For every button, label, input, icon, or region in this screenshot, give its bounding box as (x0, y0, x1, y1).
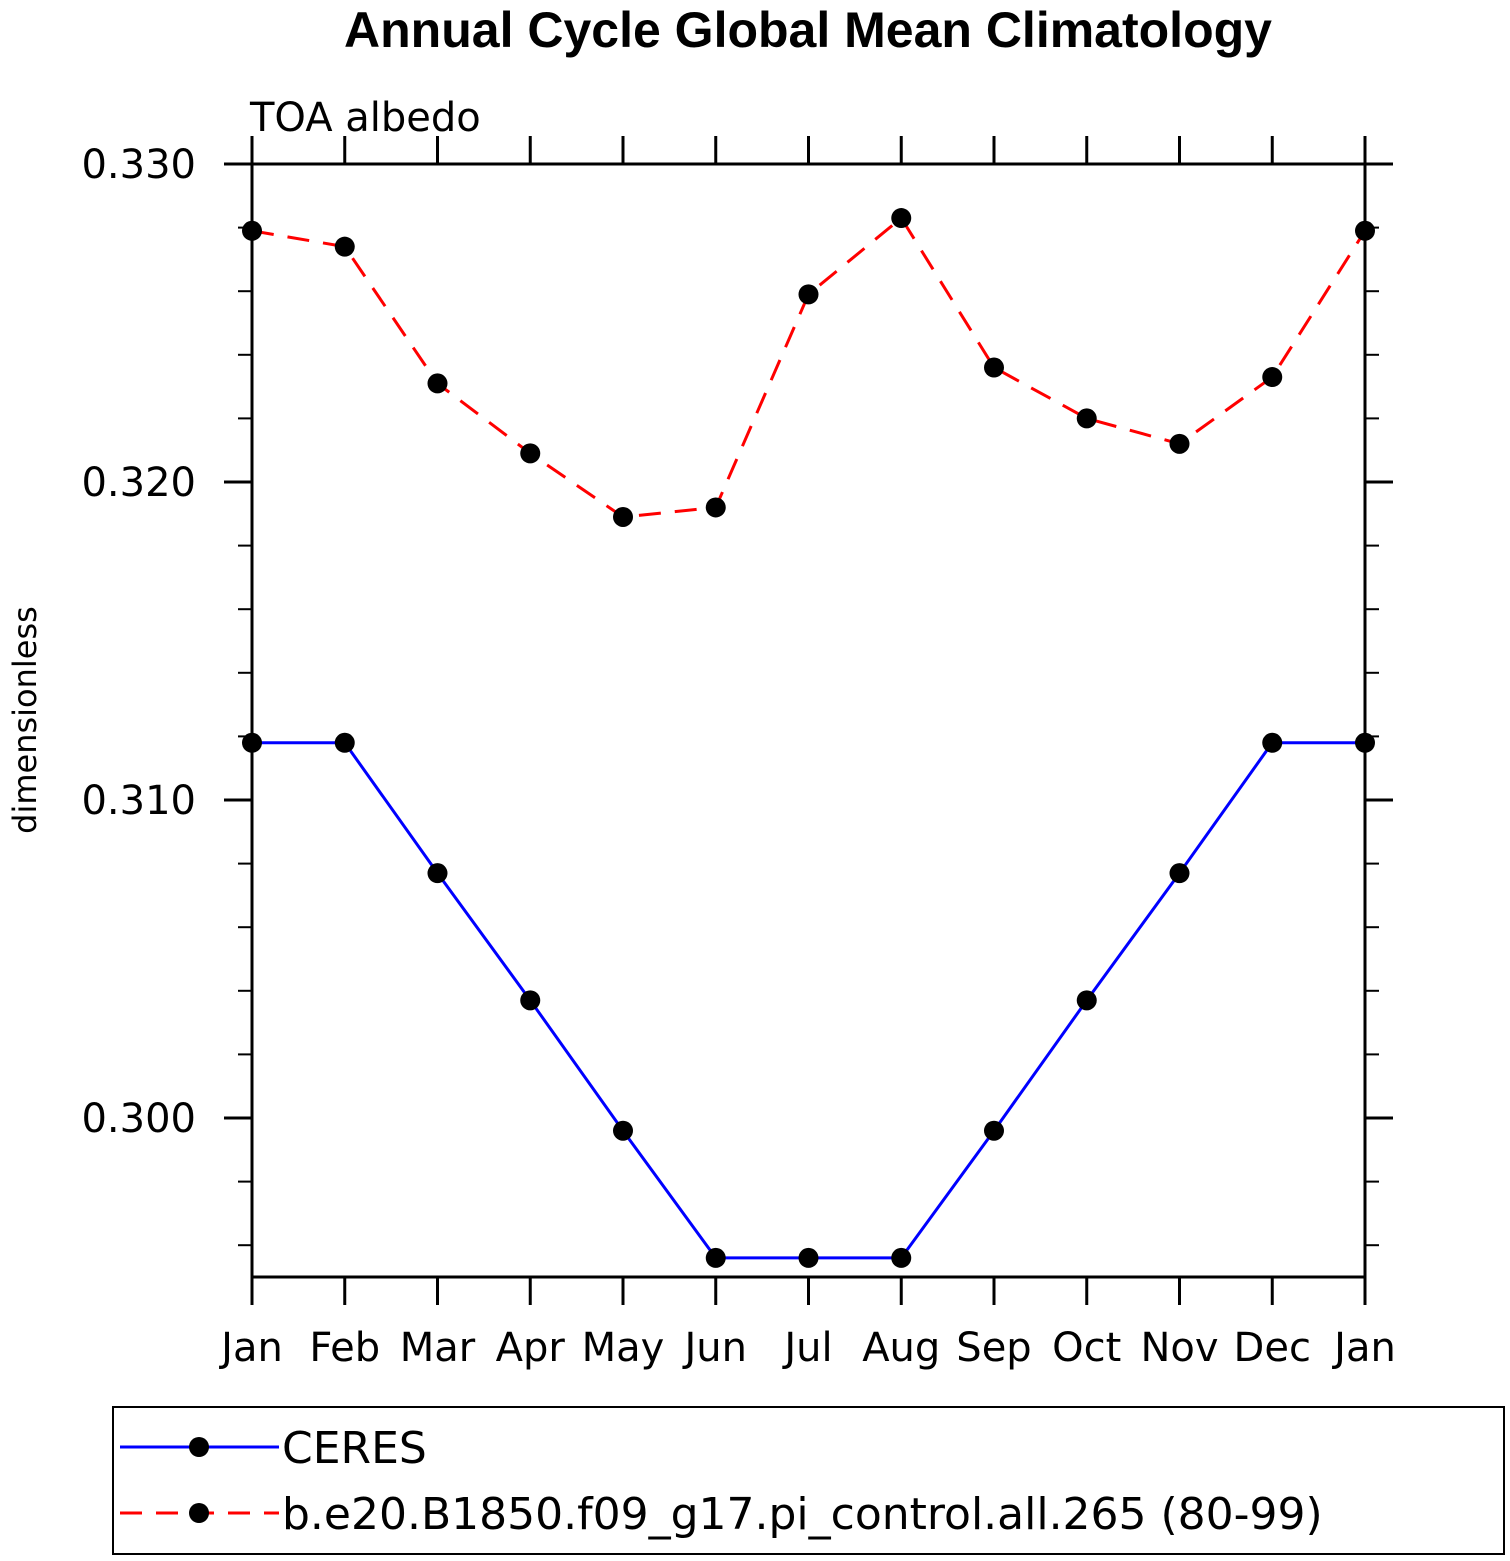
data-point (891, 1247, 912, 1268)
x-tick-label: Aug (862, 1325, 940, 1371)
y-tick-labels: 0.300 0.310 0.320 0.330 (81, 142, 196, 1142)
axis-ticks (224, 136, 1393, 1305)
legend: CERES b.e20.B1850.f09_g17.pi_control.all.… (112, 1406, 1505, 1555)
x-tick-label: Jun (682, 1325, 748, 1371)
y-tick-label: 0.310 (81, 778, 196, 824)
y-axis-label: dimensionless (6, 606, 44, 834)
data-point (613, 1120, 633, 1141)
data-point (1169, 433, 1190, 454)
data-point (984, 1120, 1004, 1141)
data-point (1076, 990, 1097, 1011)
legend-frame (112, 1406, 1505, 1555)
plot-frame (250, 162, 1367, 1279)
data-point (798, 1247, 819, 1268)
legend-marker (189, 1503, 209, 1523)
x-tick-label: Sep (956, 1325, 1031, 1371)
series-points (242, 208, 1375, 1268)
data-point (705, 497, 726, 518)
x-tick-labels: Jan Feb Mar Apr May Jun Jul Aug Sep Oct Nov Dec Jan (218, 1325, 1396, 1371)
chart-title: Annual Cycle Global Mean Climatology (344, 2, 1272, 58)
data-point (705, 1247, 726, 1268)
data-point (427, 373, 448, 394)
y-tick-label: 0.300 (81, 1096, 196, 1142)
data-point (520, 990, 541, 1011)
legend-items: CERES b.e20.B1850.f09_g17.pi_control.all.… (120, 1423, 1323, 1540)
data-point (520, 443, 541, 464)
data-point (1262, 732, 1283, 753)
data-point (891, 208, 912, 229)
data-point (1262, 367, 1283, 388)
x-tick-label: Jul (781, 1325, 832, 1371)
series-line-0 (252, 741, 1365, 1260)
data-point (334, 236, 355, 257)
x-tick-label: Jan (1331, 1325, 1396, 1371)
legend-label: CERES (282, 1423, 427, 1474)
x-tick-label: May (582, 1325, 665, 1371)
data-point (613, 506, 633, 527)
x-tick-label: Nov (1140, 1325, 1218, 1371)
x-tick-label: Jan (218, 1325, 283, 1371)
data-point (984, 357, 1004, 378)
chart-subtitle: TOA albedo (249, 95, 481, 141)
legend-label: b.e20.B1850.f09_g17.pi_control.all.265 (… (282, 1489, 1323, 1540)
x-tick-label: Feb (309, 1325, 380, 1371)
data-point (798, 284, 819, 305)
legend-marker (189, 1437, 209, 1457)
data-point (334, 732, 355, 753)
x-tick-label: Dec (1234, 1325, 1311, 1371)
data-point (1169, 863, 1190, 884)
series-lines (251, 215, 1367, 1260)
x-tick-label: Apr (496, 1325, 566, 1371)
y-tick-label: 0.320 (81, 460, 196, 506)
data-point (427, 863, 448, 884)
y-tick-label: 0.330 (81, 142, 196, 188)
x-tick-label: Mar (400, 1325, 476, 1371)
series-line-1 (251, 215, 1367, 519)
data-point (1076, 408, 1097, 429)
x-tick-label: Oct (1052, 1325, 1121, 1371)
